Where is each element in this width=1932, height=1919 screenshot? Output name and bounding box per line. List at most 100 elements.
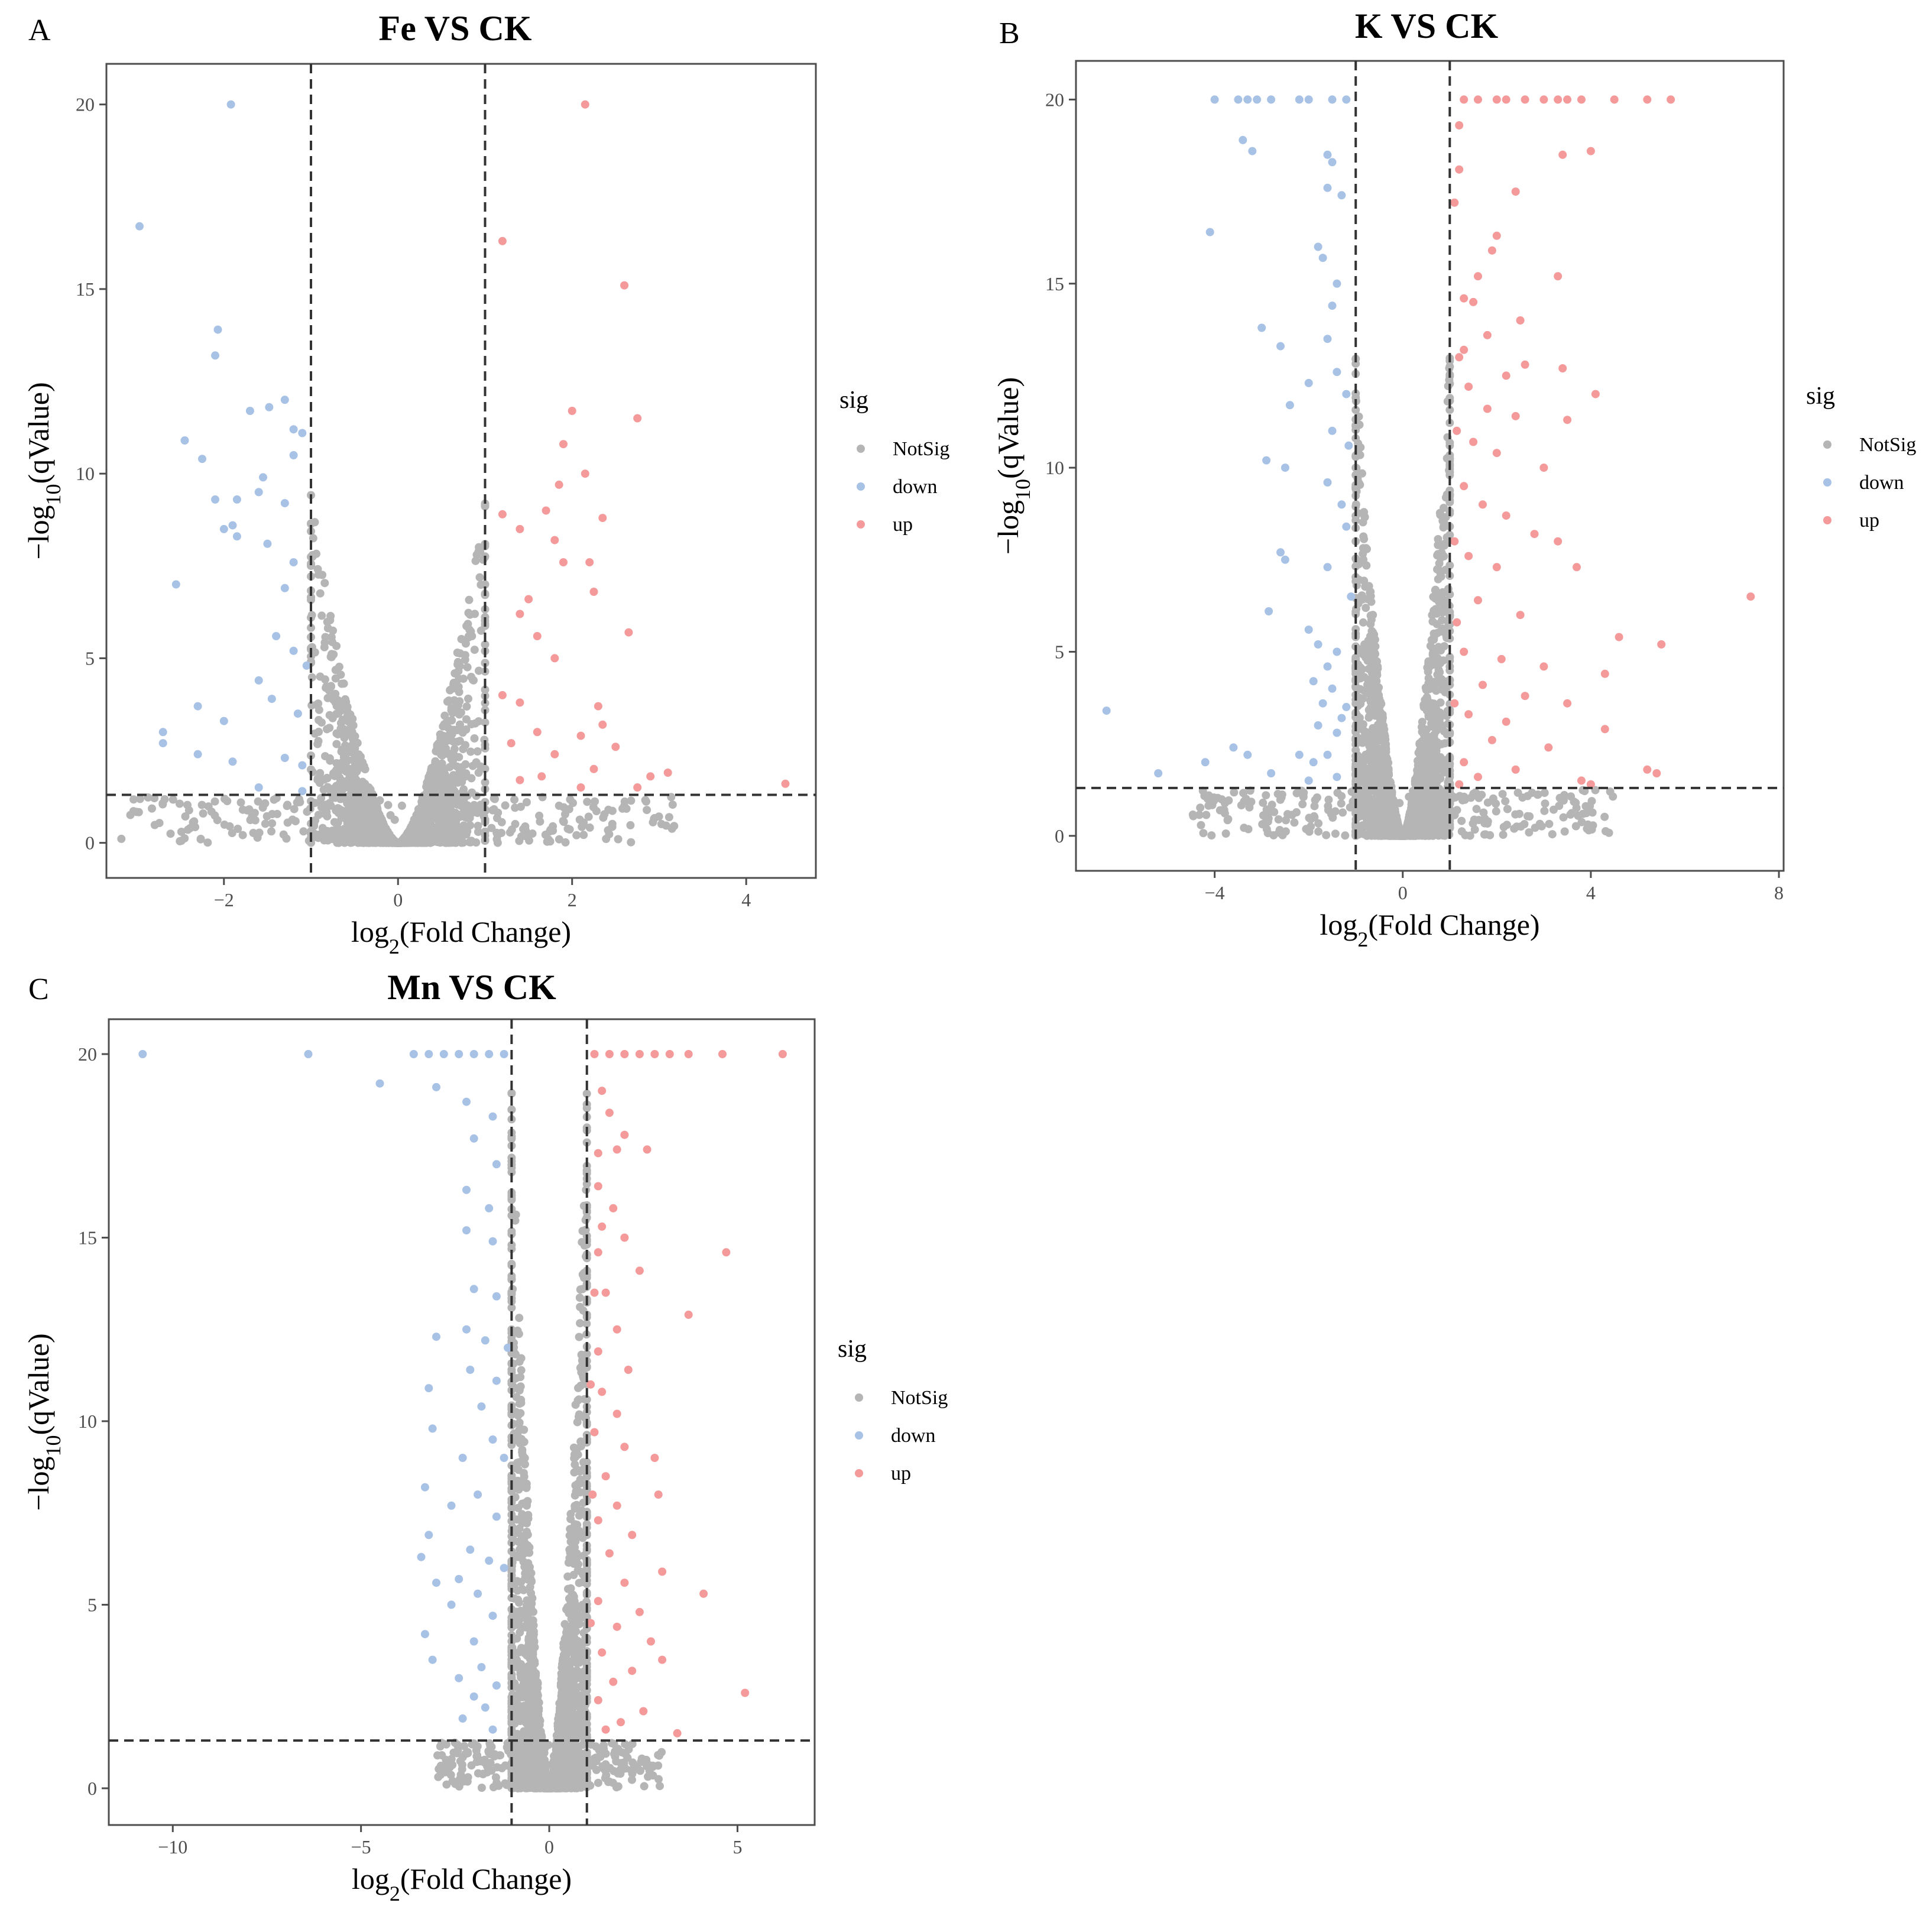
point-notsig [326, 756, 335, 765]
point-notsig [494, 808, 503, 817]
point-up [516, 610, 524, 618]
point-down [293, 709, 302, 718]
point-notsig [474, 769, 483, 777]
legend-label: down [893, 476, 938, 498]
point-notsig [468, 761, 477, 770]
y-axis-label: −log10(qValue) [22, 382, 65, 559]
point-up [620, 281, 629, 290]
point-down [289, 451, 298, 459]
point-notsig [225, 822, 234, 831]
point-notsig [251, 816, 260, 825]
x-axis-label: log2(Fold Change) [351, 915, 571, 958]
point-down [211, 495, 219, 504]
point-notsig [517, 832, 526, 841]
point-notsig [585, 823, 594, 832]
point-notsig [435, 825, 444, 834]
point-notsig [465, 595, 474, 604]
point-notsig [443, 697, 452, 706]
point-notsig [340, 734, 349, 743]
point-notsig [326, 612, 335, 620]
point-notsig [134, 808, 143, 816]
point-down [280, 754, 289, 762]
point-notsig [446, 685, 455, 694]
point-notsig [314, 737, 323, 745]
point-notsig [377, 816, 385, 825]
point-notsig [273, 809, 281, 818]
point-down [180, 436, 189, 445]
point-notsig [592, 807, 601, 815]
y-tick-label: 0 [85, 832, 95, 854]
point-down [193, 702, 202, 711]
point-notsig [190, 817, 199, 826]
point-down [198, 455, 206, 463]
point-notsig [314, 811, 323, 819]
point-notsig [641, 796, 650, 805]
legend-label: up [893, 514, 913, 536]
point-up [498, 691, 507, 699]
point-notsig [411, 816, 420, 825]
point-notsig [249, 809, 258, 818]
point-up [550, 654, 559, 663]
point-up [542, 506, 550, 515]
point-notsig [572, 831, 581, 839]
point-notsig [429, 797, 437, 805]
point-notsig [438, 751, 447, 760]
point-notsig [340, 782, 349, 791]
point-notsig [207, 807, 216, 816]
point-notsig [466, 610, 475, 619]
point-notsig [427, 813, 436, 822]
point-down [228, 757, 237, 766]
point-notsig [390, 815, 399, 824]
series-notsig [117, 491, 679, 847]
point-notsig [1359, 555, 1368, 564]
point-notsig [475, 543, 484, 552]
point-notsig [328, 714, 337, 722]
x-tick-label: 0 [393, 889, 403, 910]
point-notsig [561, 838, 570, 847]
point-up [555, 480, 563, 489]
point-notsig [546, 837, 555, 846]
point-down [298, 429, 307, 437]
point-up [663, 769, 672, 777]
point-notsig [467, 673, 475, 681]
point-down [280, 584, 289, 592]
point-down [232, 495, 241, 504]
point-notsig [466, 747, 475, 756]
y-tick-label: 5 [85, 647, 95, 669]
point-notsig [541, 831, 550, 839]
point-notsig [327, 653, 336, 662]
point-notsig [291, 817, 300, 826]
point-notsig [299, 827, 308, 836]
point-notsig [1428, 644, 1437, 653]
point-notsig [320, 643, 329, 651]
point-notsig [668, 800, 677, 809]
point-notsig [358, 758, 367, 767]
point-notsig [475, 666, 483, 675]
point-notsig [316, 672, 325, 681]
point-down [263, 539, 272, 548]
point-up [559, 558, 568, 567]
point-notsig [467, 837, 476, 845]
point-notsig [338, 715, 347, 724]
point-up [585, 558, 594, 567]
point-notsig [351, 822, 360, 831]
point-notsig [440, 776, 449, 784]
point-notsig [282, 834, 291, 843]
legend-key-down [857, 482, 865, 491]
point-up [581, 100, 589, 109]
point-notsig [522, 798, 531, 806]
point-notsig [497, 818, 506, 826]
point-notsig [437, 838, 446, 847]
point-up [498, 236, 507, 245]
point-notsig [330, 772, 339, 780]
point-notsig [511, 819, 520, 828]
point-up [498, 510, 507, 518]
point-notsig [351, 754, 360, 763]
point-notsig [474, 828, 482, 837]
point-down [254, 676, 263, 685]
point-notsig [627, 796, 636, 805]
point-notsig [519, 825, 528, 834]
point-notsig [307, 701, 316, 710]
point-notsig [397, 838, 406, 847]
